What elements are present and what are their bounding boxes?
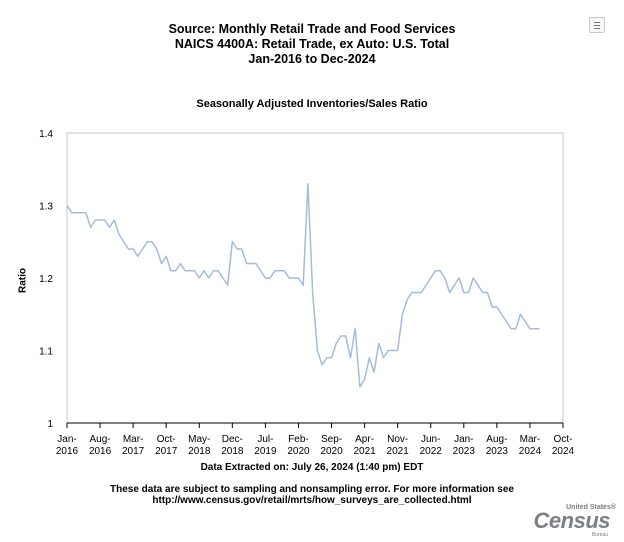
x-tick-label: Jan- bbox=[454, 434, 473, 445]
chart-header: Source: Monthly Retail Trade and Food Se… bbox=[0, 22, 624, 67]
x-tick-label: 2024 bbox=[519, 446, 542, 457]
x-tick-label: Jul- bbox=[257, 434, 273, 445]
series-line-inventories-sales-ratio bbox=[66, 183, 540, 388]
menu-icon-line-1 bbox=[594, 22, 600, 23]
sampling-note: These data are subject to sampling and n… bbox=[0, 484, 624, 506]
x-tick-label: 2021 bbox=[353, 446, 376, 457]
x-tick-label: 2018 bbox=[221, 446, 244, 457]
x-tick-label: Jun- bbox=[421, 434, 440, 445]
y-tick-label: 1.4 bbox=[39, 129, 53, 140]
x-tick-label: 2018 bbox=[188, 446, 211, 457]
x-tick-label: Aug- bbox=[90, 434, 111, 445]
x-tick-label: 2020 bbox=[287, 446, 310, 457]
x-tick-label: 2020 bbox=[320, 446, 343, 457]
x-tick-label: 2021 bbox=[387, 446, 410, 457]
logo-united-states: United States® bbox=[566, 504, 616, 511]
x-tick-label: 2016 bbox=[56, 446, 79, 457]
x-tick-label: 2016 bbox=[89, 446, 112, 457]
x-tick-label: 2023 bbox=[486, 446, 509, 457]
sampling-note-url[interactable]: http://www.census.gov/retail/mrts/how_su… bbox=[152, 495, 472, 506]
header-source: Source: Monthly Retail Trade and Food Se… bbox=[168, 22, 456, 36]
x-tick-label: May- bbox=[188, 434, 210, 445]
x-tick-label: Oct- bbox=[157, 434, 176, 445]
logo-census: Census bbox=[533, 508, 611, 533]
x-tick-label: Nov- bbox=[387, 434, 408, 445]
x-tick-label: Sep- bbox=[321, 434, 342, 445]
header-range: Jan-2016 to Dec-2024 bbox=[248, 52, 376, 66]
sampling-note-line-1: These data are subject to sampling and n… bbox=[110, 484, 514, 495]
x-tick-label: Aug- bbox=[486, 434, 507, 445]
x-tick-label: 2022 bbox=[420, 446, 443, 457]
y-tick-labels: 1 1.1 1.2 1.3 1.4 bbox=[39, 129, 53, 430]
x-tick-label: Oct- bbox=[554, 434, 573, 445]
x-tick-label: Jan- bbox=[57, 434, 76, 445]
chart-title: Seasonally Adjusted Inventories/Sales Ra… bbox=[196, 98, 428, 110]
menu-icon-line-3 bbox=[594, 28, 600, 29]
y-tick-label: 1.2 bbox=[39, 274, 53, 285]
x-tick-label: Mar- bbox=[520, 434, 541, 445]
x-tick-labels: Jan-2016Aug-2016Mar-2017Oct-2017May-2018… bbox=[56, 423, 575, 457]
y-tick-label: 1 bbox=[47, 419, 53, 430]
logo-bureau: Bureau bbox=[591, 532, 608, 538]
x-tick-label: 2019 bbox=[254, 446, 277, 457]
data-extracted-note: Data Extracted on: July 26, 2024 (1:40 p… bbox=[200, 462, 424, 473]
x-tick-label: 2024 bbox=[552, 446, 575, 457]
x-tick-label: 2017 bbox=[122, 446, 145, 457]
x-tick-label: Dec- bbox=[222, 434, 243, 445]
x-tick-label: 2023 bbox=[453, 446, 476, 457]
y-tick-label: 1.1 bbox=[39, 347, 53, 358]
plot-area bbox=[66, 132, 564, 424]
x-tick-label: Apr- bbox=[355, 434, 374, 445]
header-series: NAICS 4400A: Retail Trade, ex Auto: U.S.… bbox=[174, 37, 450, 51]
x-tick-label: 2017 bbox=[155, 446, 178, 457]
x-tick-label: Mar- bbox=[123, 434, 144, 445]
menu-icon-line-2 bbox=[594, 25, 600, 26]
x-tick-label: Feb- bbox=[288, 434, 309, 445]
y-tick-label: 1.3 bbox=[39, 202, 53, 213]
chart-menu-button[interactable] bbox=[589, 17, 605, 33]
